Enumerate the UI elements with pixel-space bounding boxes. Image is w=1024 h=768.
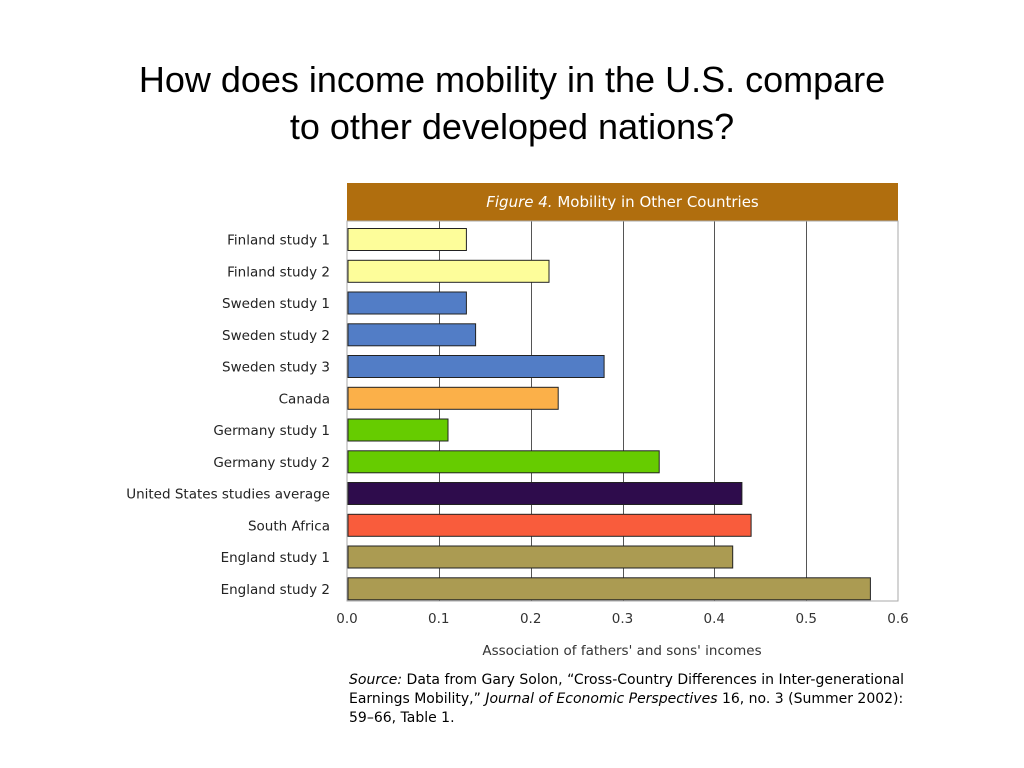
x-tick-label: 0.0 bbox=[336, 611, 357, 627]
bar bbox=[347, 323, 477, 347]
figure-header: Figure 4. Mobility in Other Countries bbox=[347, 183, 898, 221]
source-label: Source: bbox=[349, 672, 403, 688]
slide-title-line-1: How does income mobility in the U.S. com… bbox=[138, 59, 886, 100]
source-text-before: Data from Gary Solon, “Cross-Country Dif… bbox=[349, 672, 905, 707]
category-label: Sweden study 3 bbox=[222, 360, 330, 376]
x-tick-labels: 0.0 0.1 0.2 0.3 0.4 0.5 0.6 bbox=[336, 611, 908, 627]
bar bbox=[347, 577, 871, 601]
category-label: South Africa bbox=[248, 518, 330, 534]
bar bbox=[347, 545, 734, 569]
category-label: Germany study 2 bbox=[213, 455, 330, 471]
category-label: Finland study 2 bbox=[227, 264, 330, 280]
bar bbox=[347, 259, 550, 283]
category-label: Sweden study 2 bbox=[222, 328, 330, 344]
figure-label: Figure 4. bbox=[486, 193, 553, 211]
x-tick-label: 0.1 bbox=[428, 611, 449, 627]
category-label: Finland study 1 bbox=[227, 233, 330, 249]
bar bbox=[347, 450, 660, 474]
grid-lines bbox=[439, 221, 807, 601]
x-tick-label: 0.3 bbox=[612, 611, 633, 627]
category-labels: Finland study 1 Finland study 2 Sweden stu… bbox=[126, 233, 330, 598]
category-label: Canada bbox=[279, 391, 330, 407]
slide-title: How does income mobility in the U.S. com… bbox=[60, 56, 964, 150]
bar bbox=[347, 291, 467, 315]
source-journal: Journal of Economic Perspectives bbox=[485, 691, 718, 707]
slide-title-line-2: to other developed nations? bbox=[289, 106, 735, 147]
category-label: Sweden study 1 bbox=[222, 296, 330, 312]
category-label: United States studies average bbox=[126, 487, 330, 503]
category-label: England study 1 bbox=[221, 550, 330, 566]
category-label: England study 2 bbox=[221, 582, 330, 598]
x-axis-label: Association of fathers' and sons' income… bbox=[482, 643, 761, 659]
bar bbox=[347, 386, 559, 410]
source-text-after: 16, no. 3 (Summer 2002): 59–66, Table 1. bbox=[349, 691, 904, 726]
bar bbox=[347, 418, 449, 442]
figure-title: Mobility in Other Countries bbox=[557, 193, 759, 211]
bars bbox=[347, 228, 871, 601]
source-note: Source: Data from Gary Solon, “Cross-Cou… bbox=[349, 671, 909, 728]
x-tick-label: 0.4 bbox=[704, 611, 725, 627]
bar bbox=[347, 355, 605, 378]
x-tick-label: 0.2 bbox=[520, 611, 541, 627]
x-tick-label: 0.5 bbox=[795, 611, 816, 627]
bar bbox=[347, 228, 467, 251]
plot-frame bbox=[346, 220, 899, 602]
bar bbox=[347, 513, 752, 537]
x-tick-label: 0.6 bbox=[887, 611, 908, 627]
bar bbox=[347, 482, 743, 505]
category-label: Germany study 1 bbox=[213, 423, 330, 439]
